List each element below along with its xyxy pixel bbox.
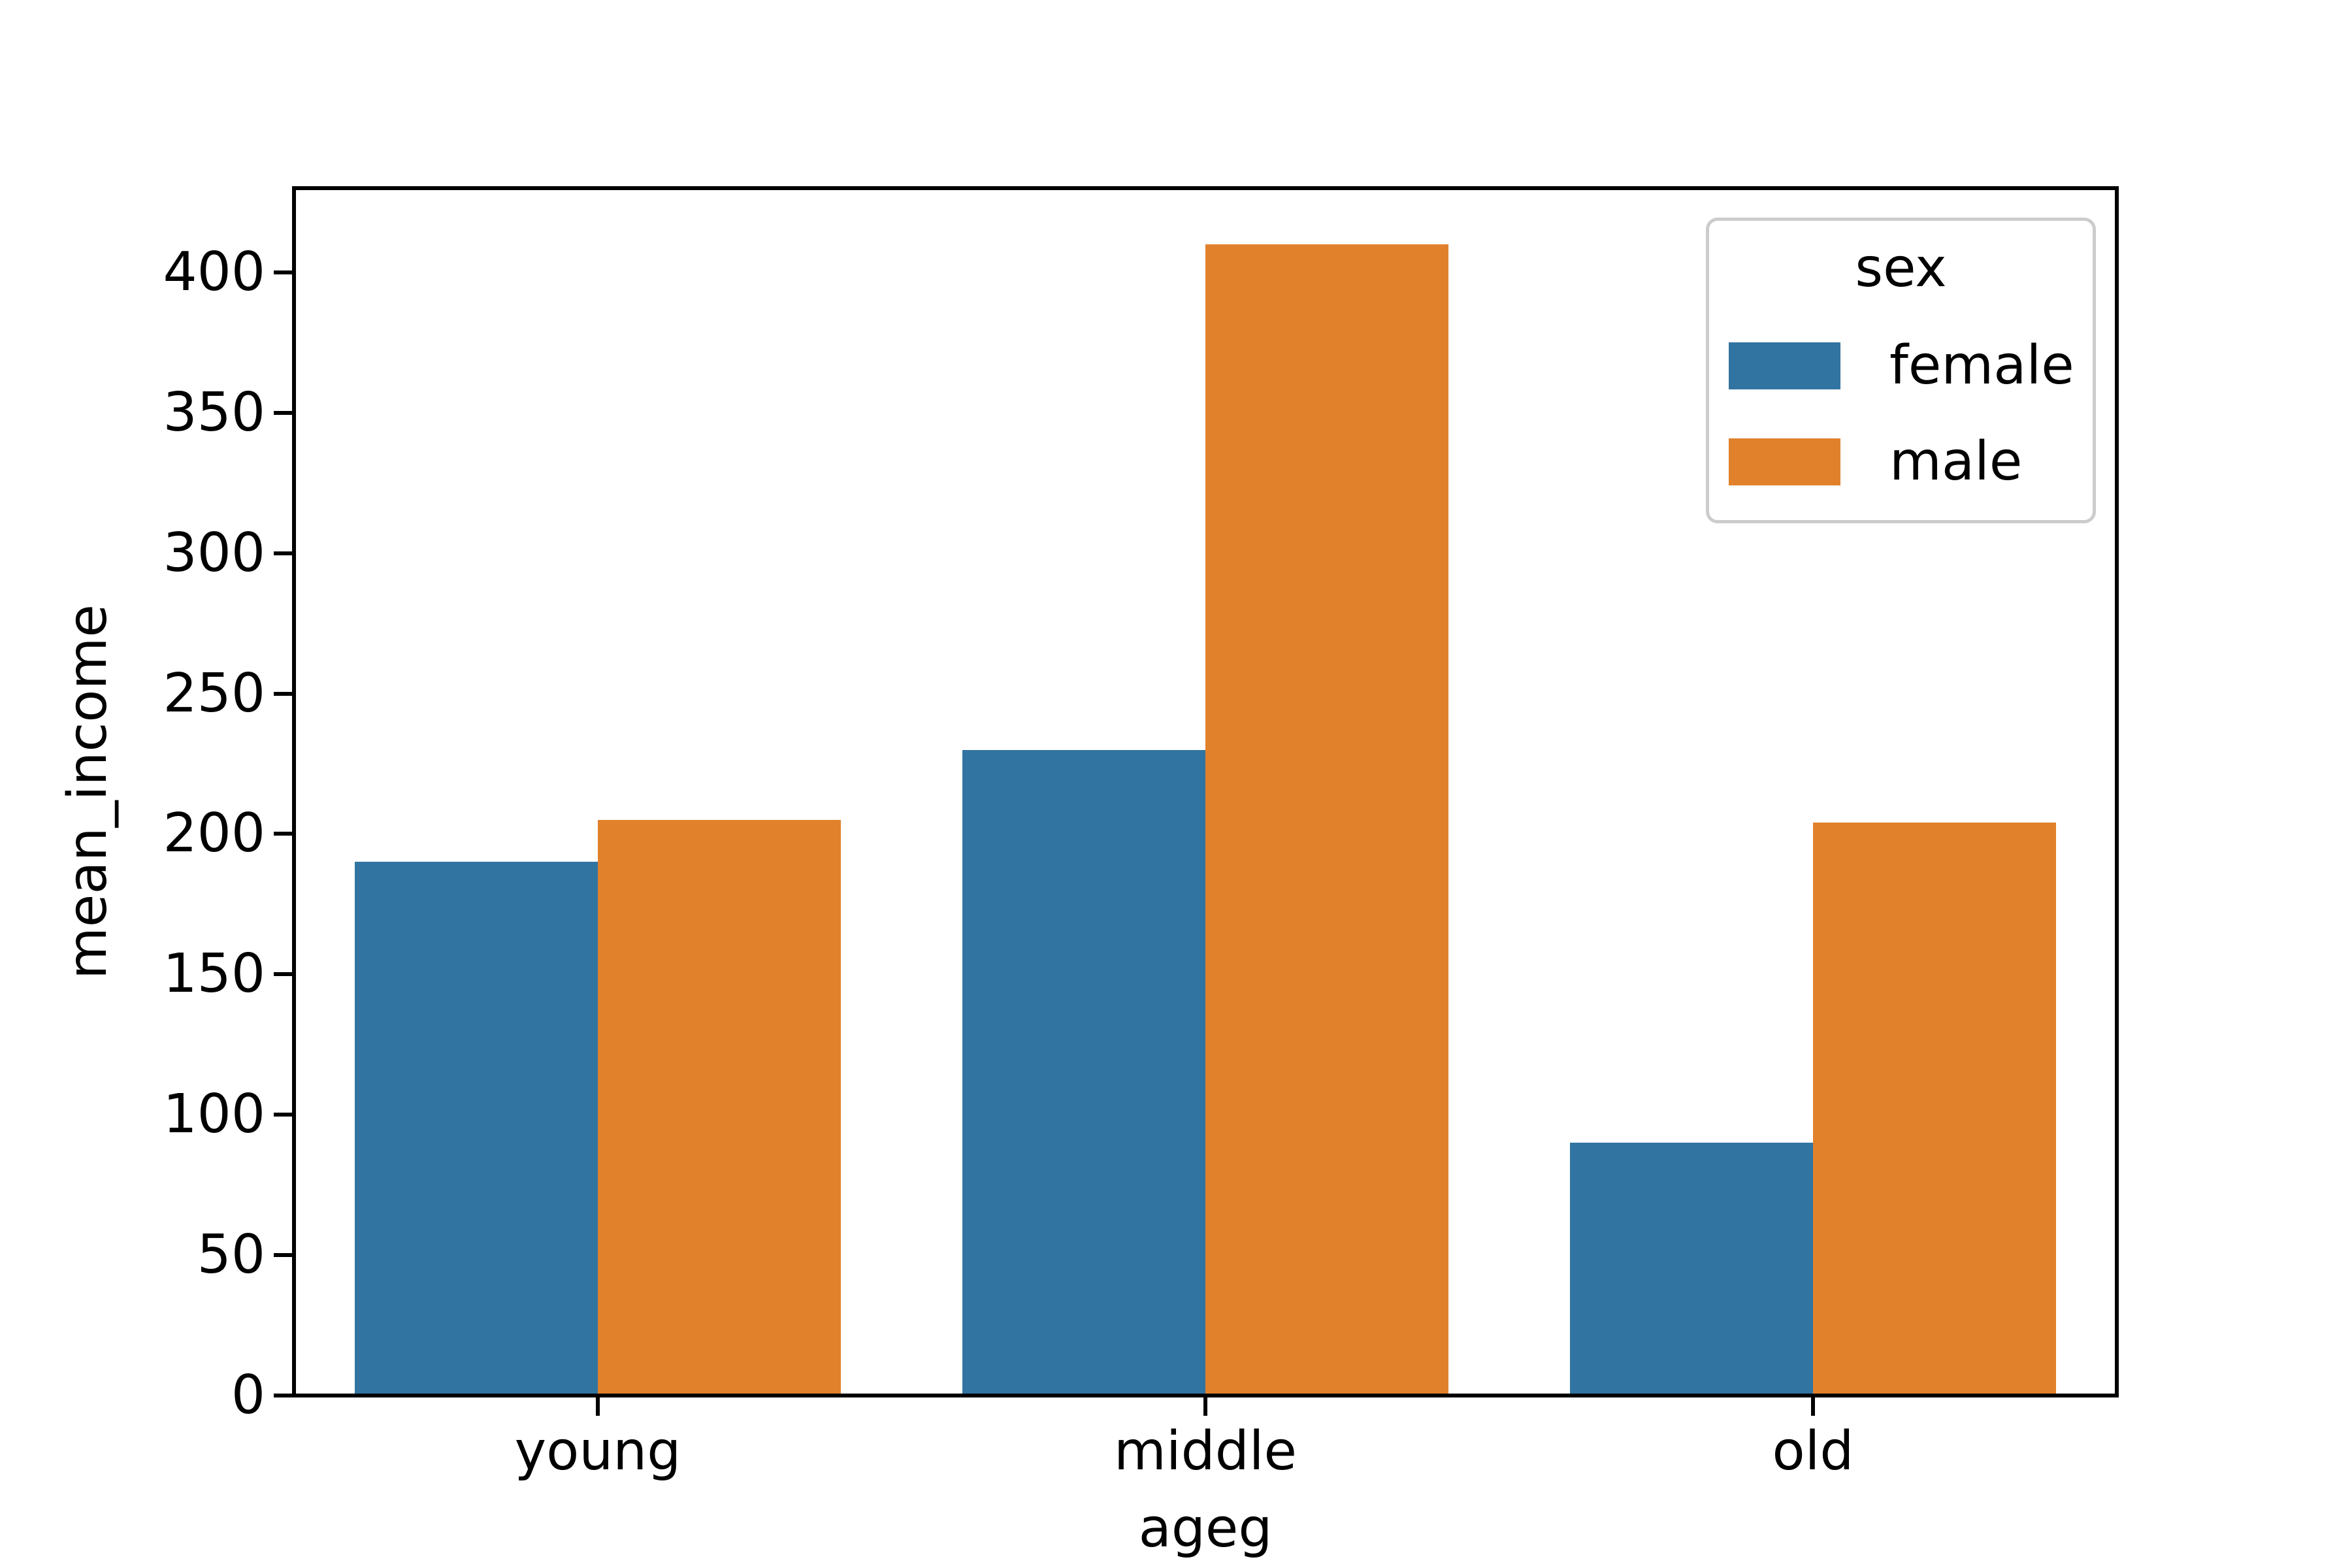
y-tick-mark-100 (274, 1113, 292, 1117)
y-tick-label-300: 300 (163, 521, 265, 584)
right-spine (2115, 186, 2119, 1397)
x-tick-label-young: young (514, 1420, 681, 1482)
y-tick-label-100: 100 (163, 1083, 265, 1146)
y-tick-mark-300 (274, 551, 292, 555)
y-tick-mark-50 (274, 1253, 292, 1258)
top-spine (292, 186, 2119, 190)
bar-young-female (355, 862, 598, 1396)
bar-young-male (598, 819, 841, 1396)
y-tick-label-400: 400 (163, 240, 265, 303)
legend-swatch-female (1729, 342, 1840, 389)
legend-label-female: female (1889, 335, 2074, 397)
legend-swatch-male (1729, 438, 1840, 485)
x-axis-label: ageg (1138, 1497, 1273, 1560)
y-tick-mark-0 (274, 1394, 292, 1397)
plot-area (294, 188, 2117, 1396)
x-tick-mark-old (1811, 1397, 1815, 1416)
bar-old-male (1813, 823, 2056, 1396)
y-tick-label-350: 350 (163, 381, 265, 444)
x-tick-mark-young (596, 1397, 600, 1416)
bar-middle-female (962, 749, 1205, 1396)
y-tick-mark-200 (274, 832, 292, 836)
y-tick-label-150: 150 (163, 943, 265, 1005)
y-tick-mark-250 (274, 691, 292, 696)
legend-box: sex female male (1706, 218, 2096, 523)
y-tick-label-200: 200 (163, 802, 265, 865)
y-tick-mark-400 (274, 270, 292, 274)
x-tick-label-old: old (1772, 1420, 1854, 1482)
y-tick-label-50: 50 (197, 1224, 265, 1286)
legend-title: sex (1855, 237, 1947, 299)
y-tick-label-250: 250 (163, 662, 265, 725)
y-tick-label-0: 0 (231, 1364, 265, 1426)
x-tick-label-middle: middle (1114, 1420, 1297, 1482)
bar-old-female (1570, 1143, 1813, 1396)
x-tick-mark-middle (1203, 1397, 1207, 1416)
legend-label-male: male (1889, 431, 2023, 493)
y-tick-mark-150 (274, 972, 292, 977)
y-axis-spine (292, 186, 296, 1397)
x-axis-spine (292, 1394, 2119, 1397)
y-tick-mark-350 (274, 410, 292, 415)
y-axis-label: mean_income (57, 604, 119, 979)
bar-middle-male (1205, 244, 1448, 1396)
